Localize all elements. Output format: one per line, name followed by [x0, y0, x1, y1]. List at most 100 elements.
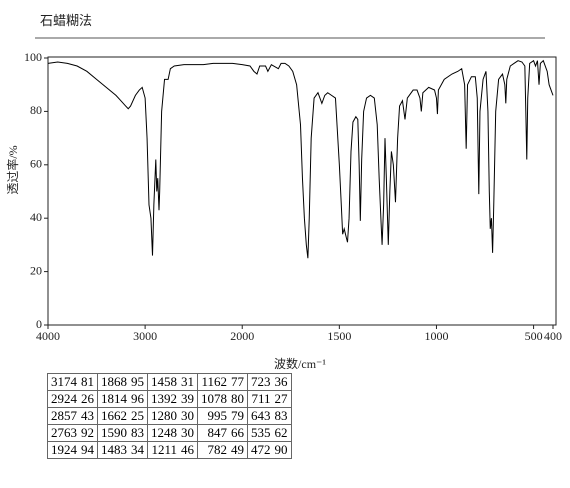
wavenumber: 1924	[51, 442, 77, 457]
y-tick-label: 80	[30, 103, 42, 117]
y-tick-label: 100	[24, 50, 42, 64]
wavenumber: 711	[251, 391, 271, 406]
table-cell: 1590 83	[97, 424, 148, 442]
table-cell: 1392 39	[147, 390, 198, 408]
chart-title: 石蜡糊法	[40, 13, 92, 28]
plot-frame	[47, 56, 557, 326]
transmittance: 92	[81, 425, 94, 440]
transmittance: 83	[131, 425, 144, 440]
chart: 石蜡糊法 波数/cm⁻¹ 透过率/% 0 20 40 60 80 100 4000 3000 2…	[5, 13, 562, 370]
transmittance: 49	[231, 442, 244, 457]
transmittance: 27	[274, 391, 288, 406]
transmittance: 26	[81, 391, 94, 406]
peak-table: 3174 81 1868 95 1458 31 1162 77 723 36 2924 26 1814 9…	[47, 373, 292, 459]
table-row: 2924 26 1814 96 1392 39 1078 80 711 27	[47, 390, 292, 408]
table-cell: 1483 34	[97, 441, 148, 459]
transmittance: 46	[181, 442, 194, 457]
transmittance: 30	[181, 425, 194, 440]
wavenumber: 1248	[151, 425, 177, 440]
wavenumber: 1211	[151, 442, 177, 457]
table-cell: 1868 95	[97, 373, 148, 391]
table-cell: 472 90	[247, 441, 292, 459]
table-cell: 1924 94	[47, 441, 98, 459]
table-cell: 1078 80	[197, 390, 248, 408]
wavenumber: 1162	[201, 374, 227, 389]
transmittance: 30	[181, 408, 194, 423]
transmittance: 94	[81, 442, 94, 457]
transmittance: 31	[181, 374, 194, 389]
table-cell: 1248 30	[147, 424, 198, 442]
table-cell: 535 62	[247, 424, 292, 442]
x-tick-label: 400	[544, 329, 562, 343]
transmittance: 90	[274, 442, 288, 457]
y-tick-label: 20	[30, 263, 42, 277]
wavenumber: 1590	[101, 425, 127, 440]
transmittance: 36	[274, 374, 288, 389]
table-cell: 2857 43	[47, 407, 98, 425]
y-tick-label: 0	[36, 317, 42, 331]
y-tick-label: 40	[30, 210, 42, 224]
table-cell: 2763 92	[47, 424, 98, 442]
table-row: 1924 94 1483 34 1211 46 782 49 472 90	[47, 441, 292, 459]
x-tick-label: 1000	[424, 329, 448, 343]
wavenumber: 1662	[101, 408, 127, 423]
wavenumber: 847	[207, 425, 228, 440]
transmittance: 25	[131, 408, 144, 423]
wavenumber: 2924	[51, 391, 77, 406]
table-cell: 847 66	[197, 424, 248, 442]
transmittance: 83	[274, 408, 288, 423]
table-cell: 1662 25	[97, 407, 148, 425]
wavenumber: 1458	[151, 374, 177, 389]
x-tick-label: 2000	[230, 329, 254, 343]
wavenumber: 643	[251, 408, 271, 423]
y-tick-label: 60	[30, 157, 42, 171]
table-cell: 995 79	[197, 407, 248, 425]
wavenumber: 723	[251, 374, 271, 389]
table-cell: 1280 30	[147, 407, 198, 425]
table-cell: 723 36	[247, 373, 292, 391]
transmittance: 39	[181, 391, 194, 406]
x-axis-label: 波数/cm⁻¹	[274, 356, 326, 370]
transmittance: 77	[231, 374, 244, 389]
table-cell: 2924 26	[47, 390, 98, 408]
spectrum-line	[47, 59, 554, 259]
wavenumber: 472	[251, 442, 271, 457]
wavenumber: 782	[207, 442, 228, 457]
wavenumber: 1280	[151, 408, 177, 423]
table-cell: 643 83	[247, 407, 292, 425]
wavenumber: 995	[207, 408, 228, 423]
x-tick-label: 3000	[133, 329, 157, 343]
transmittance: 80	[231, 391, 244, 406]
transmittance: 95	[131, 374, 144, 389]
wavenumber: 3174	[51, 374, 77, 389]
y-axis-label: 透过率/%	[5, 145, 20, 194]
transmittance: 43	[81, 408, 94, 423]
transmittance: 66	[231, 425, 244, 440]
table-row: 2857 43 1662 25 1280 30 995 79 643 83	[47, 407, 292, 425]
table-cell: 1211 46	[147, 441, 198, 459]
table-cell: 3174 81	[47, 373, 98, 391]
x-tick-label: 4000	[36, 329, 60, 343]
x-tick-label: 1500	[327, 329, 351, 343]
x-tick-label: 500	[525, 329, 543, 343]
table-row: 2763 92 1590 83 1248 30 847 66 535 62	[47, 424, 292, 442]
wavenumber: 1814	[101, 391, 127, 406]
wavenumber: 535	[251, 425, 271, 440]
transmittance: 34	[131, 442, 144, 457]
table-cell: 1458 31	[147, 373, 198, 391]
table-row: 3174 81 1868 95 1458 31 1162 77 723 36	[47, 373, 292, 391]
transmittance: 79	[231, 408, 244, 423]
wavenumber: 1078	[201, 391, 227, 406]
table-cell: 1162 77	[197, 373, 248, 391]
transmittance: 81	[81, 374, 94, 389]
wavenumber: 1392	[151, 391, 177, 406]
transmittance: 62	[274, 425, 288, 440]
wavenumber: 2857	[51, 408, 77, 423]
wavenumber: 2763	[51, 425, 77, 440]
wavenumber: 1868	[101, 374, 127, 389]
table-cell: 711 27	[247, 390, 292, 408]
wavenumber: 1483	[101, 442, 127, 457]
table-cell: 782 49	[197, 441, 248, 459]
table-cell: 1814 96	[97, 390, 148, 408]
